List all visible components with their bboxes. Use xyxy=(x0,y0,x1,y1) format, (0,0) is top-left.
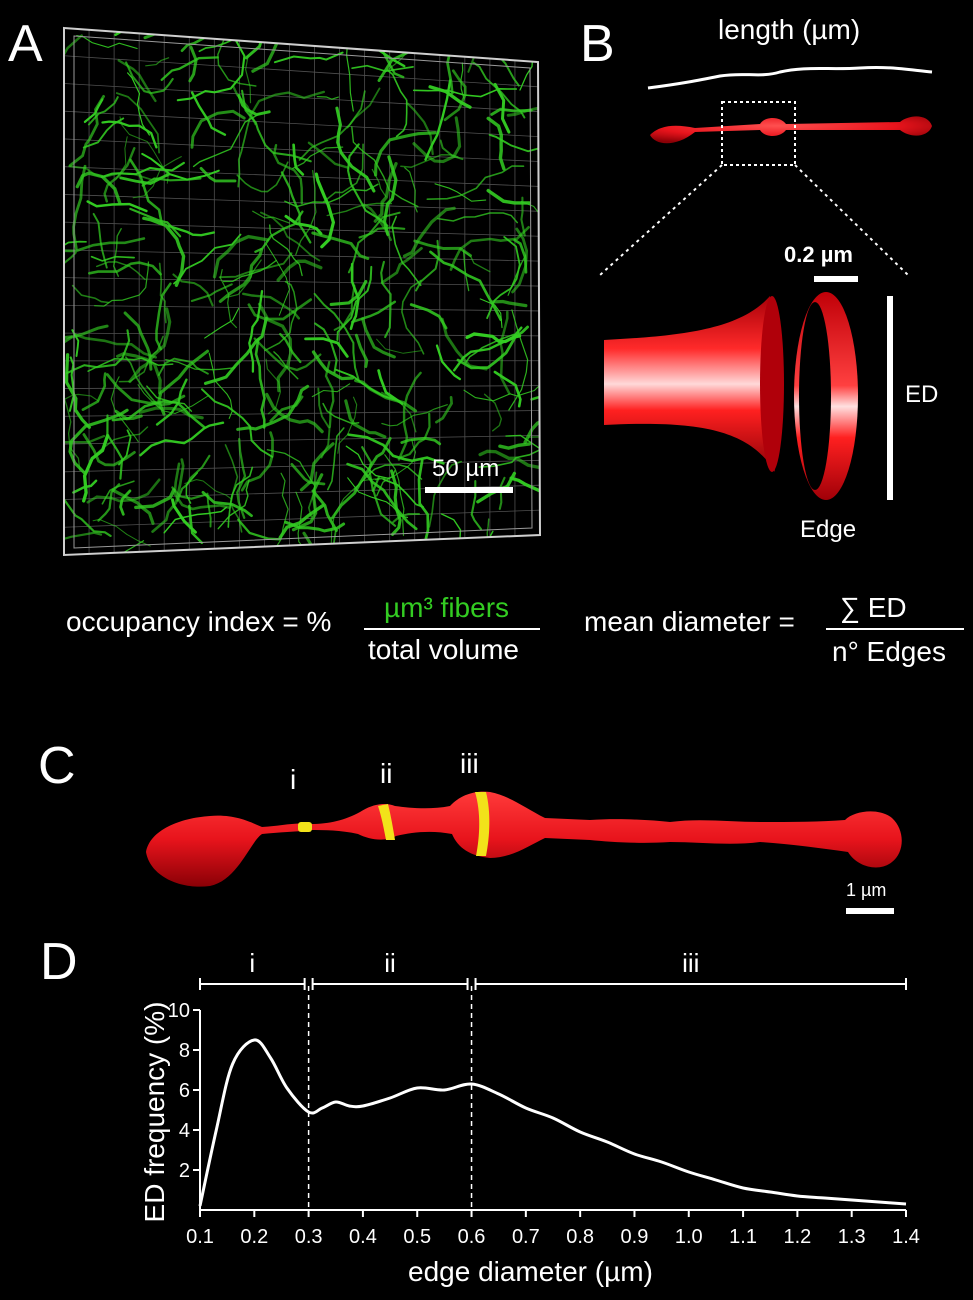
x-tick-label: 0.9 xyxy=(621,1226,649,1248)
x-tick-label: 0.3 xyxy=(295,1226,323,1248)
scale-label-b: 0.2 µm xyxy=(784,242,853,267)
y-tick-label: 10 xyxy=(168,1000,190,1022)
occupancy-fraction-line xyxy=(364,628,540,630)
panel-a-letter: A xyxy=(8,15,43,73)
x-tick-label: 1.3 xyxy=(838,1226,866,1248)
x-tick-label: 0.5 xyxy=(403,1226,431,1248)
scale-label-a: 50 µm xyxy=(432,455,500,482)
x-tick-label: 1.2 xyxy=(783,1226,811,1248)
mean-denominator: n° Edges xyxy=(832,636,946,667)
y-tick-label: 6 xyxy=(179,1080,190,1102)
mean-diameter-lhs: mean diameter = xyxy=(584,606,795,637)
panel-d-letter: D xyxy=(40,933,78,991)
x-tick-label: 0.2 xyxy=(240,1226,268,1248)
marker-c-ii: ii xyxy=(380,758,393,789)
x-axis-label: edge diameter (µm) xyxy=(408,1256,653,1287)
panel-b-letter: B xyxy=(580,15,615,73)
y-tick-label: 8 xyxy=(179,1040,190,1062)
y-tick-label: 2 xyxy=(179,1160,190,1182)
scale-bar-a xyxy=(425,487,513,493)
length-label: length (µm) xyxy=(718,14,861,45)
range-label: i xyxy=(249,948,255,978)
occupancy-denominator: total volume xyxy=(368,634,519,665)
x-tick-label: 1.1 xyxy=(729,1226,757,1248)
range-label: iii xyxy=(682,948,699,978)
mean-numerator: ∑ ED xyxy=(840,592,907,623)
occupancy-numerator: µm³ fibers xyxy=(384,592,510,623)
x-tick-label: 0.4 xyxy=(349,1226,377,1248)
x-tick-label: 1.0 xyxy=(675,1226,703,1248)
ed-frequency-curve xyxy=(198,1038,907,1207)
scale-label-c: 1 µm xyxy=(846,880,887,900)
mean-fraction-line xyxy=(826,628,964,630)
edge-label: Edge xyxy=(800,516,857,543)
x-tick-label: 0.6 xyxy=(458,1226,486,1248)
panel-c-letter: C xyxy=(38,737,76,795)
occupancy-formula-lhs: occupancy index = % xyxy=(66,606,332,637)
ed-label: ED xyxy=(905,381,939,408)
x-tick-label: 0.1 xyxy=(186,1226,214,1248)
y-axis-label: ED frequency (%) xyxy=(139,1001,170,1223)
range-label: ii xyxy=(384,948,396,978)
marker-c-iii: iii xyxy=(460,748,479,779)
y-tick-label: 4 xyxy=(179,1120,190,1142)
marker-c-i: i xyxy=(290,764,297,795)
x-tick-label: 0.7 xyxy=(512,1226,540,1248)
x-tick-label: 0.8 xyxy=(566,1226,594,1248)
x-tick-label: 1.4 xyxy=(892,1226,920,1248)
